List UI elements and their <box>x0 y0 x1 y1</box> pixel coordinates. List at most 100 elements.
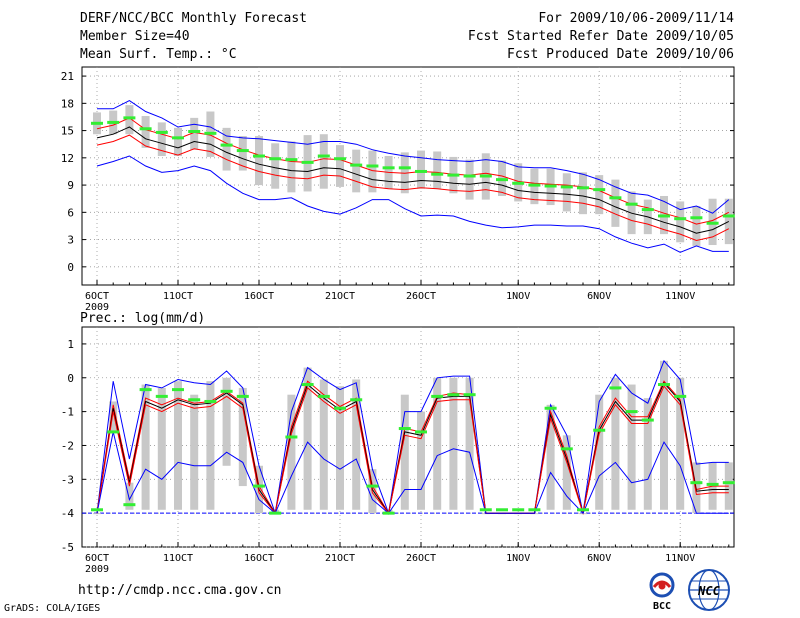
temp-highlight-mark <box>463 174 476 178</box>
temp-spread-bar <box>190 117 199 150</box>
temp-spread-bar <box>336 145 344 187</box>
ncc-globe-icon: NCC <box>688 569 730 611</box>
temp-spread-bar <box>255 136 263 186</box>
chart-title: DERF/NCC/BCC Monthly Forecast <box>80 11 307 26</box>
precip-highlight-mark <box>577 508 589 512</box>
temp-highlight-mark <box>285 158 298 162</box>
forecast-period: For 2009/10/06-2009/11/14 <box>538 11 734 26</box>
temp-spread-bar <box>611 179 620 227</box>
precip-highlight-mark <box>350 398 363 402</box>
temp-ytick-label: 21 <box>61 70 74 83</box>
precip-frame <box>81 326 735 548</box>
precip-highlight-mark <box>269 511 282 515</box>
precip-highlight-mark <box>479 508 492 512</box>
source-url[interactable]: http://cmdp.ncc.cma.gov.cn <box>78 583 282 598</box>
precip-spread-bar <box>222 377 231 466</box>
temp-spread-bar <box>157 122 166 157</box>
temp-spread-bar <box>222 127 231 171</box>
temp-spread-bar <box>238 136 247 171</box>
temp-highlight-mark <box>609 196 622 200</box>
temp-highlight-mark <box>269 157 282 161</box>
precip-spread-bar <box>238 387 247 487</box>
temp-spread-bar <box>125 105 134 135</box>
temp-highlight-mark <box>236 149 249 153</box>
temp-highlight-mark <box>512 181 525 185</box>
temp-xtick-label: 6NOV <box>587 291 611 302</box>
ncc-logo-text: NCC <box>697 584 720 598</box>
precip-spread-bar <box>433 377 442 510</box>
temp-xtick-label: 26OCT <box>406 291 436 302</box>
temp-xtick-label: 6OCT <box>85 291 109 302</box>
temp-series-mean <box>96 126 730 234</box>
precip-highlight-mark <box>609 386 622 390</box>
temp-highlight-mark <box>658 214 670 218</box>
temp-highlight-mark <box>593 188 606 192</box>
precip-highlight-mark <box>496 508 508 512</box>
temp-series-p_lower <box>96 134 730 242</box>
precip-highlight-mark <box>706 482 719 486</box>
precip-series-min <box>96 431 729 515</box>
precip-highlight-mark <box>690 481 703 485</box>
precip-ytick-label: 0 <box>67 372 74 385</box>
precip-highlight-mark <box>593 428 606 432</box>
precip-xtick-label: 16OCT <box>244 553 274 564</box>
precip-ytick-label: -2 <box>61 439 74 452</box>
precip-highlight-mark <box>285 435 298 439</box>
precip-highlight-mark <box>398 427 411 431</box>
precip-spread-bar <box>319 379 328 510</box>
temp-spread-bar <box>417 150 425 189</box>
temp-spread-bar <box>595 175 604 215</box>
precip-highlight-mark <box>155 394 168 398</box>
temp-highlight-mark <box>641 208 654 212</box>
precip-highlight-mark <box>382 511 395 515</box>
temp-panel: 0 3 6 9 12 15 18 21 6OCT 11OCT 16OCT 21OCT 26OCT 1NOV… <box>61 66 735 313</box>
precip-highlight-mark <box>236 394 249 398</box>
precip-xtick-label: 26OCT <box>406 553 436 564</box>
temp-highlight-mark <box>690 216 703 220</box>
temp-highlight-mark <box>560 185 573 189</box>
temp-spread-bar <box>352 149 361 193</box>
temp-highlight-mark <box>172 136 184 140</box>
precip-ytick-label: -1 <box>61 406 74 419</box>
temp-highlight-mark <box>317 154 330 158</box>
temp-highlight-mark <box>91 121 103 125</box>
temp-highlight-mark <box>447 173 460 177</box>
precip-spread-bar <box>109 401 118 432</box>
precip-highlight-mark <box>641 418 654 422</box>
temp-spread-bar <box>287 141 296 193</box>
precip-spread-bar <box>125 482 134 510</box>
temp-xtick-label: 11NOV <box>665 291 695 302</box>
precip-highlight-mark <box>447 393 460 397</box>
precip-spread-bar <box>417 411 425 510</box>
ncc-logo: NCC <box>686 568 732 612</box>
precip-highlight-mark <box>204 399 217 403</box>
precip-highlight-mark <box>172 388 184 392</box>
precip-highlight-mark <box>722 481 735 485</box>
precip-spread-bar <box>93 513 101 515</box>
precip-xtick-label: 21OCT <box>325 553 355 564</box>
precip-highlight-mark <box>220 389 233 393</box>
precip-series-p_lower <box>96 385 729 516</box>
precip-ytick-label: 1 <box>67 338 74 351</box>
temp-highlight-mark <box>674 217 687 221</box>
temp-highlight-mark <box>496 178 508 182</box>
precip-highlight-mark <box>91 508 103 512</box>
temp-highlight-mark <box>301 160 314 164</box>
precip-spread-bar <box>190 394 199 510</box>
precip-highlight-mark <box>334 406 346 410</box>
temp-spread-bar <box>433 151 442 189</box>
precip-spread-bar <box>627 384 636 510</box>
temp-spread-bar <box>319 134 328 189</box>
precip-ytick-label: -3 <box>61 473 74 486</box>
temp-xtick-label: 1NOV <box>506 291 530 302</box>
temp-ytick-label: 9 <box>67 179 74 192</box>
temp-highlight-mark <box>577 186 589 190</box>
temp-highlight-mark <box>204 131 217 135</box>
precip-highlight-mark <box>107 430 120 434</box>
temp-ytick-label: 12 <box>61 152 74 165</box>
temp-highlight-mark <box>350 163 363 167</box>
precip-spread-bar <box>206 381 215 510</box>
temp-spread-bar <box>562 173 571 212</box>
temp-highlight-mark <box>334 157 346 161</box>
